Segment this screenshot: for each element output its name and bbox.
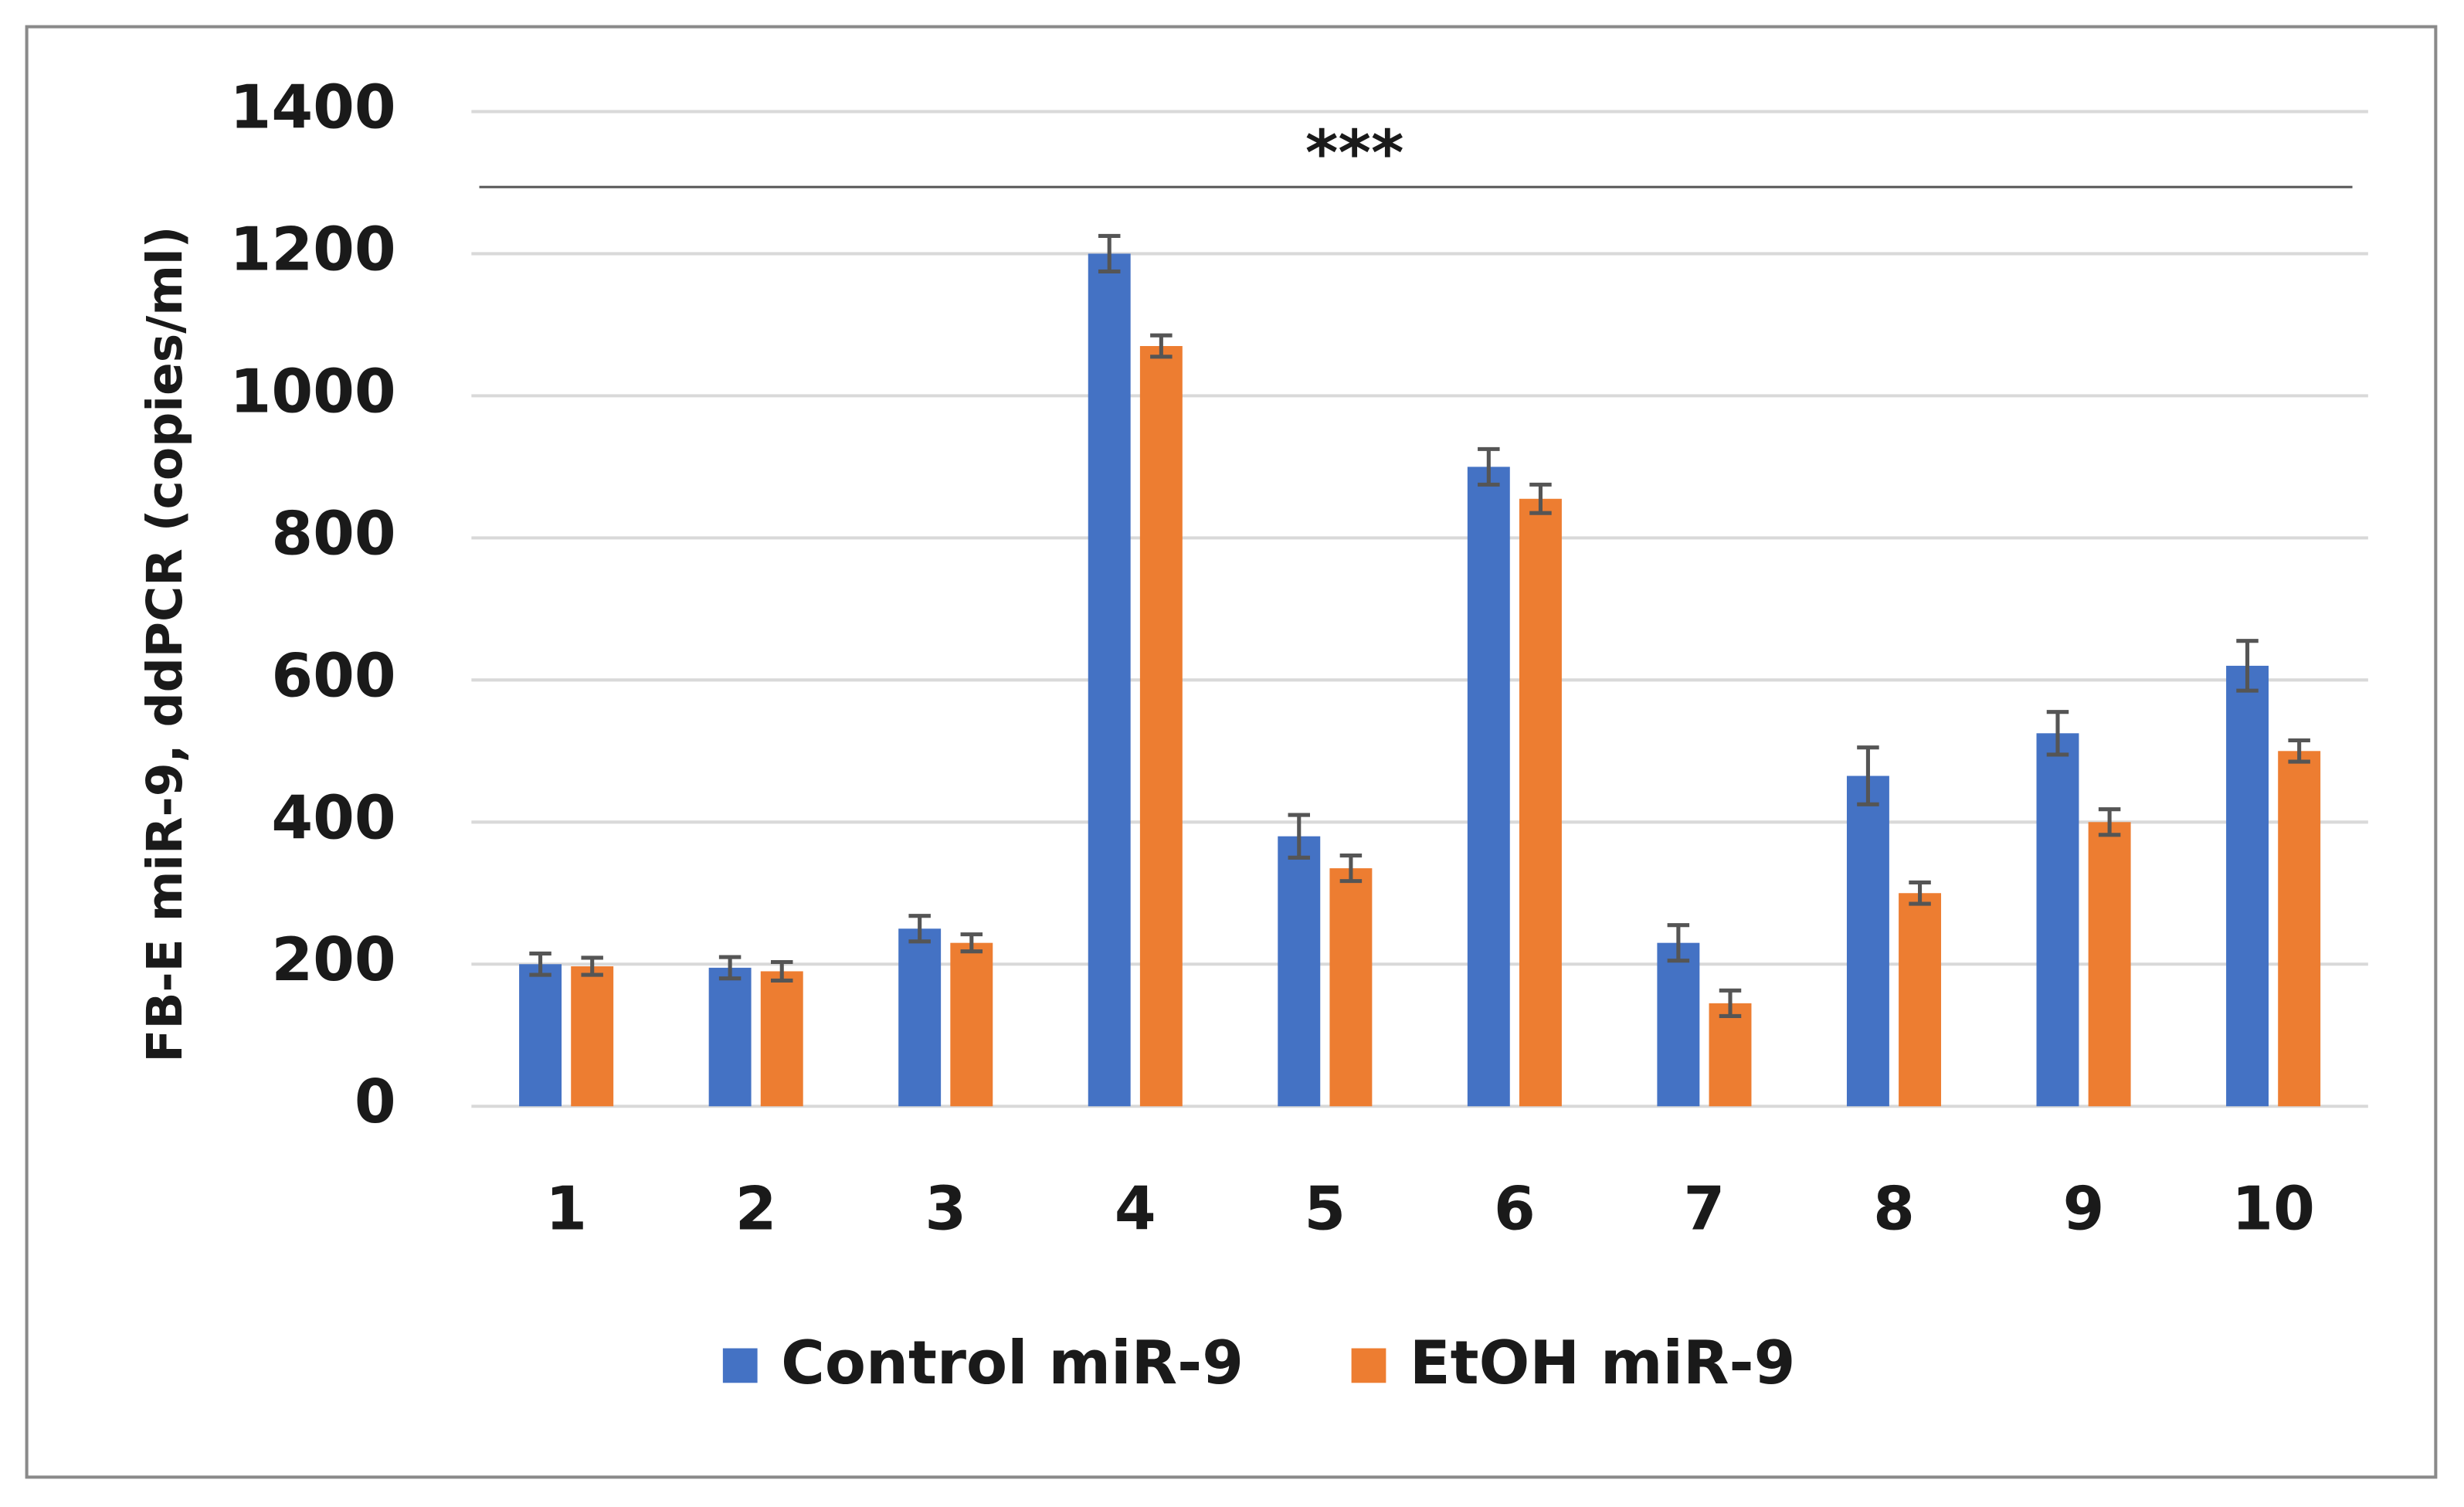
- x-tick-label: 7: [1684, 1175, 1726, 1244]
- y-tick-label: 800: [271, 499, 395, 569]
- y-tick-label: 0: [355, 1067, 396, 1137]
- bar: [898, 928, 942, 1107]
- bar: [1899, 893, 1942, 1107]
- bar: [1657, 942, 1700, 1107]
- bar: [2088, 822, 2131, 1107]
- bar: [571, 966, 614, 1107]
- y-tick-label: 400: [271, 783, 395, 853]
- bar: [950, 942, 993, 1107]
- bar: [2036, 733, 2079, 1107]
- legend-label: EtOH miR-9: [1410, 1329, 1796, 1398]
- y-tick-label: 1400: [230, 73, 396, 142]
- x-tick-label: 10: [2232, 1175, 2315, 1244]
- x-tick-label: 1: [545, 1175, 587, 1244]
- bar: [1846, 776, 1889, 1107]
- x-tick-label: 9: [2063, 1175, 2105, 1244]
- legend-label: Control miR-9: [781, 1329, 1244, 1398]
- y-tick-label: 1200: [230, 215, 396, 284]
- bar: [760, 971, 803, 1107]
- y-tick-label: 1000: [230, 357, 396, 426]
- bar: [708, 967, 752, 1107]
- x-tick-label: 6: [1494, 1175, 1536, 1244]
- bar: [1467, 467, 1510, 1107]
- x-tick-label: 8: [1873, 1175, 1915, 1244]
- legend-swatch: [1351, 1348, 1386, 1383]
- bar: [2278, 751, 2321, 1107]
- x-tick-label: 4: [1115, 1175, 1156, 1244]
- legend-swatch: [722, 1348, 758, 1383]
- bar: [1278, 836, 1321, 1107]
- bar: [1519, 498, 1562, 1107]
- x-tick-label: 5: [1304, 1175, 1346, 1244]
- y-tick-label: 600: [271, 641, 395, 711]
- x-tick-label: 2: [735, 1175, 777, 1244]
- bar: [2226, 665, 2269, 1107]
- significance-annotation: ***: [1305, 117, 1404, 190]
- bar: [1709, 1003, 1752, 1107]
- bar: [519, 964, 562, 1107]
- bar: [1329, 868, 1373, 1107]
- bar: [1139, 345, 1183, 1107]
- y-axis-label: FB-E miR-9, ddPCR (copies/ml): [136, 226, 193, 1063]
- chart-border: [25, 25, 2438, 1479]
- x-tick-label: 3: [925, 1175, 966, 1244]
- y-tick-label: 200: [271, 925, 395, 995]
- bar: [1088, 253, 1131, 1107]
